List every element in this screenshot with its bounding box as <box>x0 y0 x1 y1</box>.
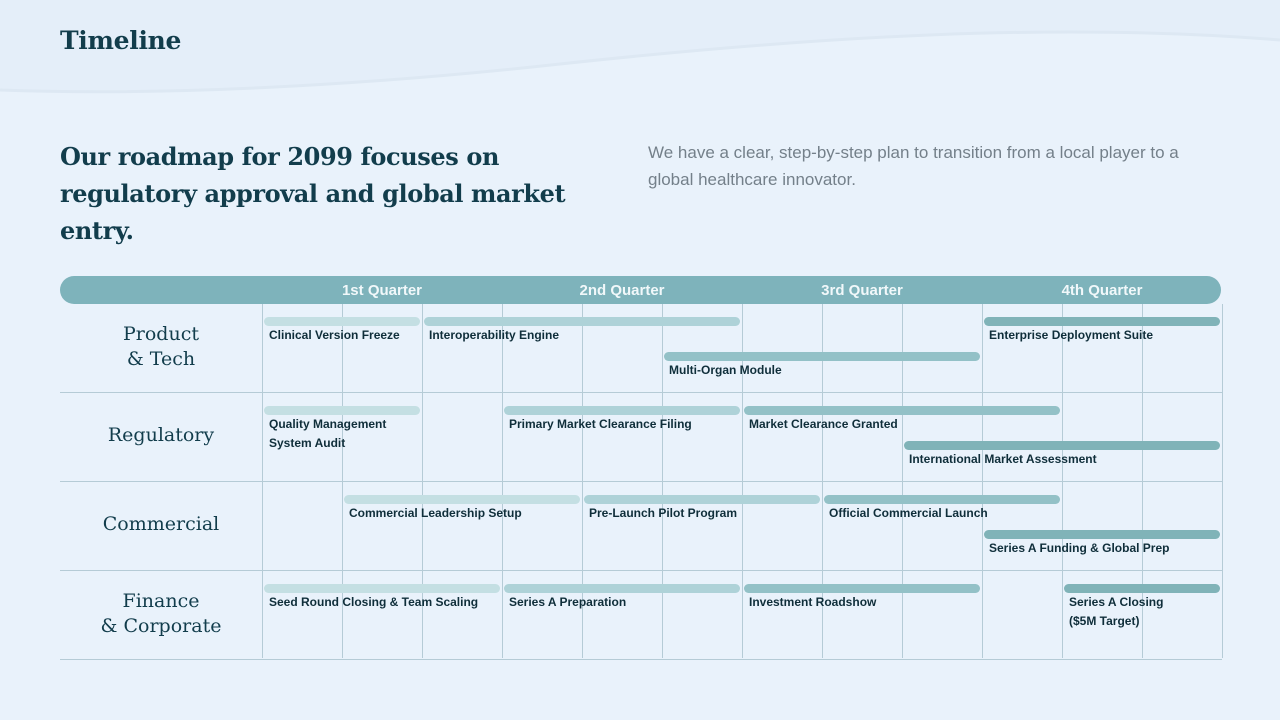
page-label: Timeline <box>60 26 182 55</box>
task-label: Series A Funding & Global Prep <box>989 539 1169 558</box>
quarter-header-bar <box>60 276 1221 304</box>
task-label: Enterprise Deployment Suite <box>989 326 1153 345</box>
page-subtext: We have a clear, step-by-step plan to tr… <box>648 143 1179 189</box>
task-bar <box>744 584 980 593</box>
task-label-line: Pre-Launch Pilot Program <box>589 506 738 520</box>
task-label: Market Clearance Granted <box>749 415 898 434</box>
task-label-line: International Market Assessment <box>909 452 1097 466</box>
task-label-line: Primary Market Clearance Filing <box>509 417 692 431</box>
task-bar <box>744 406 1060 415</box>
task-label-line: System Audit <box>269 436 346 450</box>
task-bar <box>424 317 740 326</box>
task-bar <box>1064 584 1220 593</box>
grid-row-line <box>60 481 1222 482</box>
task-bar <box>584 495 820 504</box>
row-label-line: Finance <box>122 589 200 612</box>
row-label: Product & Tech <box>60 322 262 372</box>
task-bar <box>264 317 420 326</box>
task-label: International Market Assessment <box>909 450 1097 469</box>
task-bar <box>264 584 500 593</box>
task-label: Primary Market Clearance Filing <box>509 415 692 434</box>
roadmap-timeline: 1st Quarter 2nd Quarter 3rd Quarter 4th … <box>60 276 1223 660</box>
grid-column-line <box>1222 304 1223 658</box>
row-label: Commercial <box>60 512 262 537</box>
task-bar <box>344 495 580 504</box>
row-label-line: & Tech <box>126 347 196 370</box>
task-label-line: Official Commercial Launch <box>829 506 988 520</box>
grid-row-line <box>60 570 1222 571</box>
task-label-line: Multi-Organ Module <box>669 363 782 377</box>
task-label-line: Series A Preparation <box>509 595 627 609</box>
task-label: Commercial Leadership Setup <box>349 504 522 523</box>
task-label: Official Commercial Launch <box>829 504 988 523</box>
task-label: Series A Closing ($5M Target) <box>1069 593 1163 631</box>
task-bar <box>264 406 420 415</box>
row-label-line: & Corporate <box>100 614 222 637</box>
task-label: Pre-Launch Pilot Program <box>589 504 737 523</box>
task-bar <box>504 584 740 593</box>
task-label: Interoperability Engine <box>429 326 559 345</box>
task-bar <box>664 352 980 361</box>
row-label-line: Product <box>123 322 199 345</box>
task-bar <box>984 530 1220 539</box>
task-label-line: Market Clearance Granted <box>749 417 898 431</box>
row-label: Regulatory <box>60 423 262 448</box>
row-label-line: Commercial <box>102 513 220 535</box>
row-label: Finance & Corporate <box>60 589 262 639</box>
grid-row-line <box>60 659 1222 660</box>
task-bar <box>904 441 1220 450</box>
task-bar <box>824 495 1060 504</box>
page-headline: Our roadmap for 2099 focuses on regulato… <box>60 142 566 245</box>
header-wave-decoration <box>0 0 1280 94</box>
quarter-label-4: 4th Quarter <box>1061 282 1143 299</box>
task-label-line: Series A Closing <box>1069 595 1164 609</box>
quarter-label-3: 3rd Quarter <box>821 282 903 299</box>
task-label-line: Seed Round Closing & Team Scaling <box>269 595 479 609</box>
quarter-label-1: 1st Quarter <box>341 282 423 299</box>
task-label-line: ($5M Target) <box>1069 614 1140 628</box>
task-label-line: Clinical Version Freeze <box>269 328 400 342</box>
task-label-line: Interoperability Engine <box>429 328 560 342</box>
task-label-line: Quality Management <box>269 417 387 431</box>
task-label: Multi-Organ Module <box>669 361 782 380</box>
task-label-line: Series A Funding & Global Prep <box>989 541 1170 555</box>
task-label: Quality Management System Audit <box>269 415 386 453</box>
task-label: Investment Roadshow <box>749 593 876 612</box>
task-label-line: Enterprise Deployment Suite <box>989 328 1154 342</box>
task-label-line: Commercial Leadership Setup <box>349 506 522 520</box>
grid-row-line <box>60 392 1222 393</box>
task-label: Seed Round Closing & Team Scaling <box>269 593 478 612</box>
task-label: Clinical Version Freeze <box>269 326 400 345</box>
task-bar <box>984 317 1220 326</box>
task-label-line: Investment Roadshow <box>749 595 877 609</box>
task-label: Series A Preparation <box>509 593 626 612</box>
task-bar <box>504 406 740 415</box>
quarter-label-2: 2nd Quarter <box>579 282 665 299</box>
row-label-line: Regulatory <box>107 424 215 446</box>
